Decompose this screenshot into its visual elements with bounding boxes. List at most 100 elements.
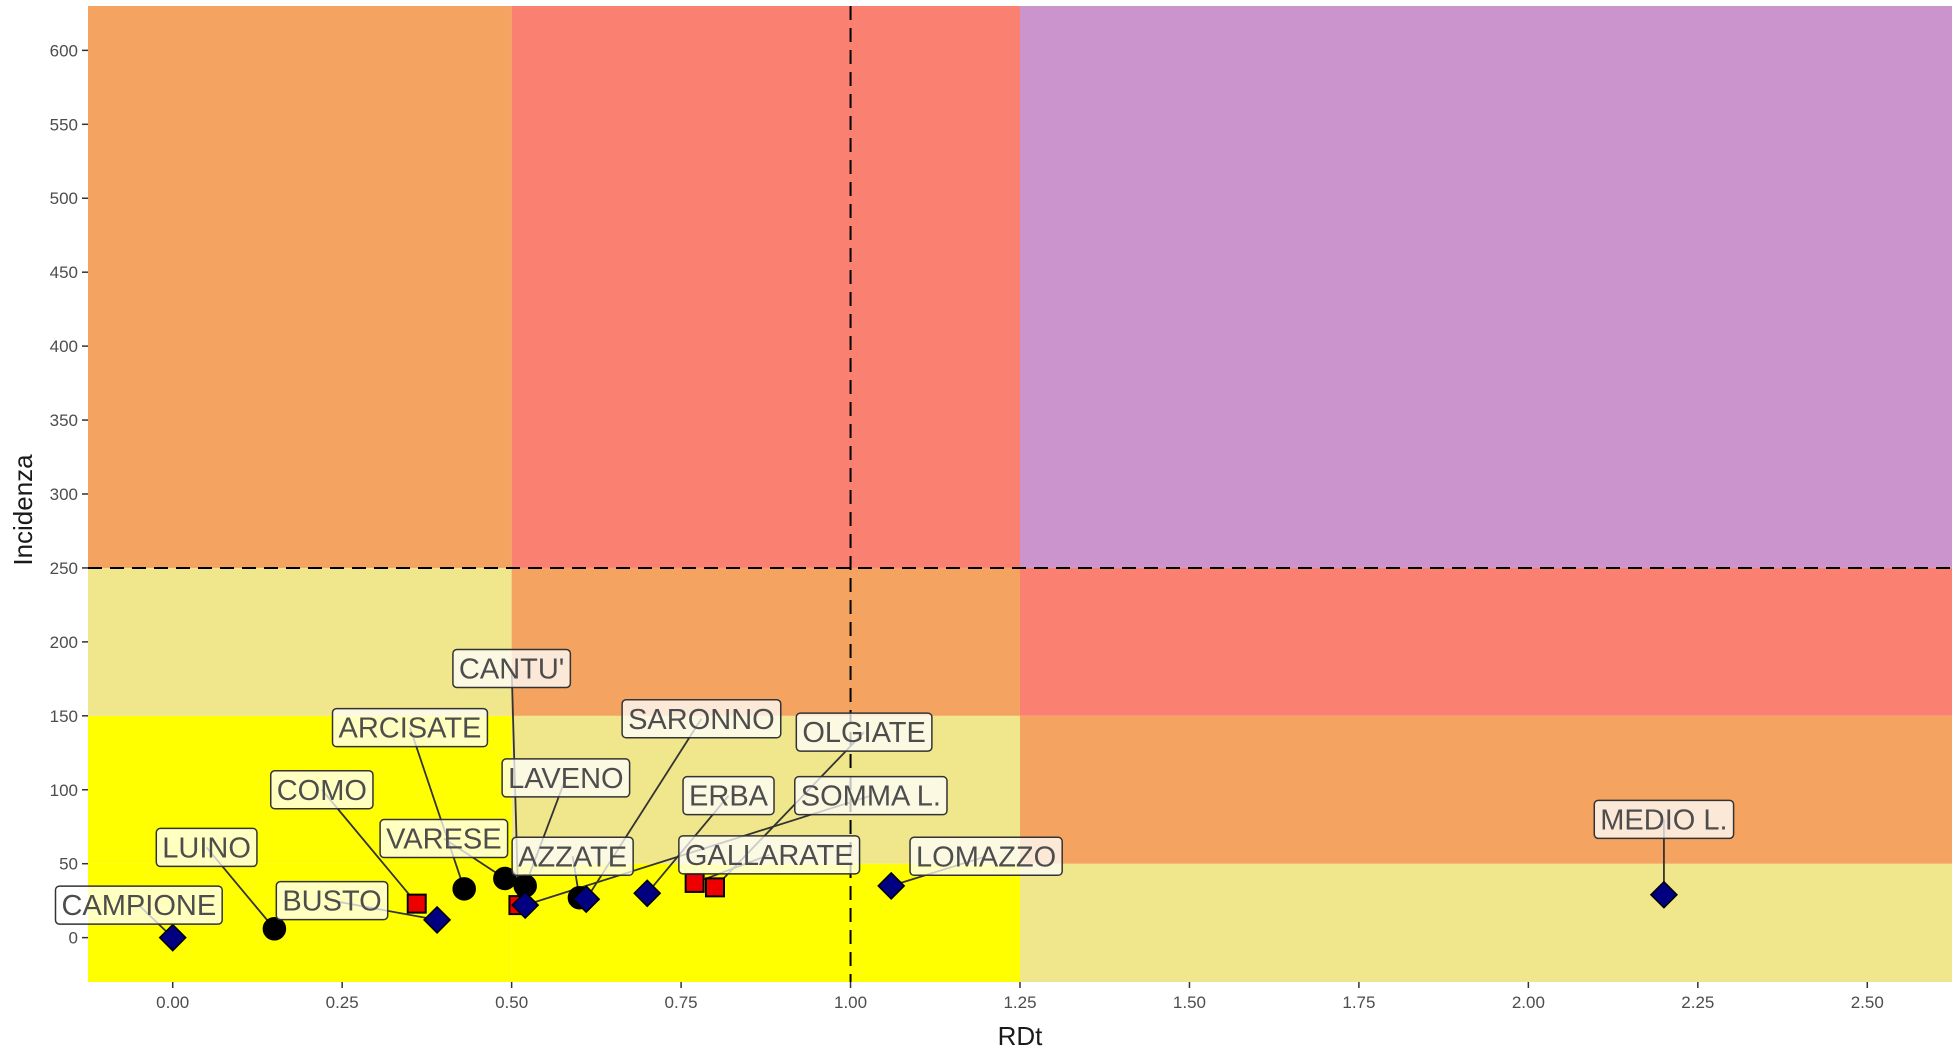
zone-4	[511, 863, 1020, 982]
point-olgiate	[704, 877, 725, 898]
threshold-lines	[88, 6, 1952, 982]
label-box	[682, 775, 775, 816]
x-tick-label: 1.50	[1173, 993, 1206, 1012]
label-text: MEDIO L.	[1600, 804, 1727, 836]
point-gallarate	[684, 872, 705, 893]
label-text: CAMPIONE	[61, 890, 216, 922]
data-points	[158, 866, 1678, 952]
y-tick-label: 350	[50, 411, 78, 430]
point-varese	[493, 866, 517, 891]
label-busto: BUSTO	[275, 880, 389, 921]
label-text: VARESE	[386, 824, 502, 856]
label-box	[795, 712, 933, 752]
leader-arcisate	[409, 727, 466, 890]
y-tick-label: 500	[50, 189, 78, 208]
y-tick-label: 100	[50, 781, 78, 800]
x-tick-label: 1.25	[1003, 993, 1036, 1012]
axes: 0.00 0.25 0.50 0.75 1.00 1.25 1.50 1.75 2.00 2.25…	[50, 41, 1884, 1012]
label-text: BUSTO	[282, 886, 381, 918]
label-box	[678, 835, 861, 875]
x-tick-label: 0.50	[495, 993, 528, 1012]
label-text: SOMMA L.	[801, 781, 941, 813]
label-azzate: AZZATE	[511, 836, 634, 877]
label-text: ERBA	[689, 781, 769, 813]
point-como	[406, 893, 427, 914]
label-text: LAVENO	[508, 763, 624, 795]
label-text: COMO	[277, 775, 367, 807]
y-axis-title: Incidenza	[8, 454, 38, 566]
point-somma-l	[511, 891, 540, 920]
zone-9	[1020, 715, 1952, 864]
label-luino: LUINO	[155, 827, 258, 868]
label-cantu: CANTU'	[452, 648, 572, 689]
label-box	[511, 836, 634, 877]
label-box	[54, 885, 223, 925]
label-campione: CAMPIONE	[54, 885, 223, 925]
label-box	[155, 827, 258, 868]
x-tick-label: 0.00	[156, 993, 189, 1012]
label-erba: ERBA	[682, 775, 775, 816]
x-tick-label: 0.25	[326, 993, 359, 1012]
point-lomazzo	[877, 871, 906, 900]
label-arcisate: ARCISATE	[331, 707, 489, 748]
zone-10	[1020, 567, 1952, 716]
label-varese: VARESE	[379, 818, 509, 859]
label-box	[379, 818, 509, 859]
point-labels: CAMPIONE LUINO BUSTO COMO ARCISATE VARESELAVE…	[54, 648, 1735, 925]
point-erba	[633, 879, 662, 908]
y-tick-label: 150	[50, 707, 78, 726]
label-text: AZZATE	[518, 841, 627, 873]
label-saronno: SARONNO	[621, 699, 782, 739]
label-somma-l: SOMMA L.	[794, 775, 948, 816]
label-box	[1593, 799, 1735, 840]
x-tick-label: 1.75	[1342, 993, 1375, 1012]
label-text: CANTU'	[459, 653, 564, 685]
label-como: COMO	[269, 770, 374, 810]
y-tick-label: 0	[69, 929, 78, 948]
label-box	[331, 707, 489, 748]
label-medio-l: MEDIO L.	[1593, 799, 1735, 840]
label-box	[909, 836, 1063, 877]
zone-8	[1020, 863, 1952, 982]
point-medio-l	[1649, 880, 1678, 909]
label-laveno: LAVENO	[501, 758, 631, 798]
label-box	[452, 648, 572, 689]
point-saronno	[572, 885, 601, 914]
label-box	[275, 880, 389, 921]
label-text: GALLARATE	[685, 840, 854, 872]
label-text: SARONNO	[628, 704, 775, 736]
label-text: OLGIATE	[802, 717, 926, 749]
label-box	[269, 770, 374, 810]
point-arcisate	[452, 877, 476, 901]
y-tick-label: 300	[50, 485, 78, 504]
x-axis-title: RDt	[998, 1021, 1044, 1050]
y-tick-label: 50	[59, 855, 78, 874]
label-gallarate: GALLARATE	[678, 835, 861, 875]
label-olgiate: OLGIATE	[795, 712, 933, 752]
label-text: LUINO	[162, 832, 251, 864]
label-box	[501, 758, 631, 798]
y-tick-label: 450	[50, 263, 78, 282]
point-campione	[158, 923, 187, 952]
zone-11	[1020, 6, 1952, 568]
x-tick-label: 2.25	[1681, 993, 1714, 1012]
y-tick-label: 200	[50, 633, 78, 652]
point-luino	[262, 917, 287, 941]
label-lomazzo: LOMAZZO	[909, 836, 1063, 877]
x-tick-label: 2.50	[1851, 993, 1884, 1012]
zone-2	[88, 567, 512, 716]
zone-3	[88, 6, 512, 568]
x-tick-label: 1.00	[834, 993, 867, 1012]
x-tick-label: 0.75	[665, 993, 698, 1012]
label-box	[621, 699, 782, 739]
zone-7	[511, 6, 1020, 568]
point-busto	[423, 905, 452, 934]
zone-6	[511, 567, 1020, 716]
y-tick-label: 600	[50, 41, 78, 60]
label-box	[794, 775, 948, 816]
label-text: LOMAZZO	[916, 841, 1056, 873]
y-tick-label: 550	[50, 115, 78, 134]
label-text: ARCISATE	[339, 713, 482, 745]
y-tick-label: 250	[50, 559, 78, 578]
